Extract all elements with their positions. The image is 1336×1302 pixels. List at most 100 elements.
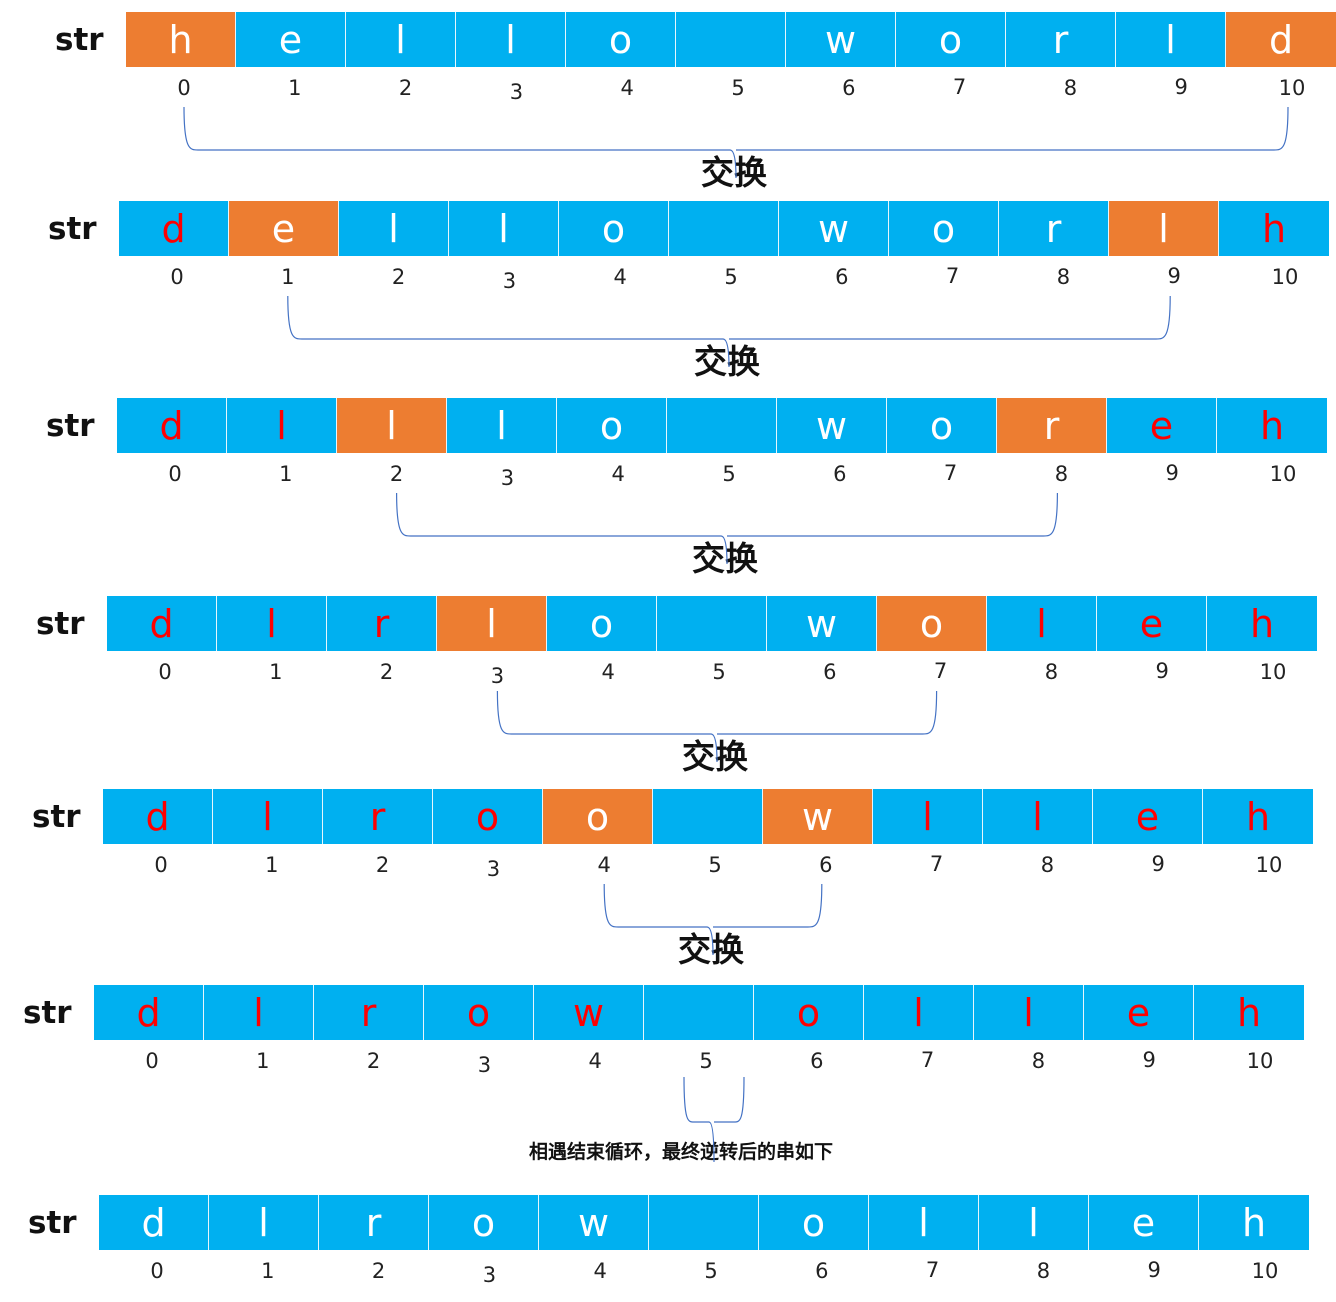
array-cell: h (1203, 789, 1313, 844)
index-label: 8 (1044, 660, 1059, 684)
array-label: str (48, 211, 97, 247)
array-cell: d (107, 596, 217, 651)
index-label: 5 (722, 462, 736, 486)
index-label: 6 (815, 1259, 829, 1283)
index-label: 9 (1155, 659, 1169, 683)
array-cell (676, 12, 786, 67)
swap-label: 交换 (701, 153, 767, 192)
array-cell: o (877, 596, 987, 651)
array-cell: l (1116, 12, 1226, 67)
index-label: 3 (477, 1053, 492, 1077)
index-label: 8 (1036, 1259, 1051, 1283)
index-label: 3 (490, 664, 505, 688)
array-cell: o (547, 596, 657, 651)
index-label: 7 (945, 264, 960, 288)
array-cell: o (557, 398, 667, 453)
index-label: 9 (1167, 264, 1181, 288)
array-cell: h (1199, 1195, 1309, 1250)
index-label: 5 (699, 1049, 713, 1073)
index-label: 0 (168, 462, 182, 486)
array-cell: w (779, 201, 889, 256)
array-cell: o (896, 12, 1006, 67)
array-cell: l (873, 789, 983, 844)
array-label: str (55, 22, 104, 58)
index-label: 7 (929, 852, 944, 876)
index-label: 4 (620, 76, 634, 100)
array-cell: l (209, 1195, 319, 1250)
array-cell: l (1109, 201, 1219, 256)
array-cell: h (1207, 596, 1317, 651)
index-label: 2 (398, 76, 413, 100)
array-label: str (28, 1205, 77, 1241)
array-cell: w (539, 1195, 649, 1250)
array-label: str (32, 799, 81, 835)
index-label: 8 (1031, 1049, 1046, 1073)
array-cell: o (889, 201, 999, 256)
index-label: 8 (1054, 462, 1069, 486)
array-label: str (46, 408, 95, 444)
index-label: 8 (1063, 76, 1078, 100)
index-label: 0 (150, 1259, 164, 1283)
index-label: 0 (154, 853, 168, 877)
array-cell: d (99, 1195, 209, 1250)
array-cell: d (103, 789, 213, 844)
array-cell: r (323, 789, 433, 844)
index-label: 10 (1255, 853, 1283, 877)
swap-label: 交换 (692, 539, 758, 578)
array-cell: o (759, 1195, 869, 1250)
array-cell: d (1226, 12, 1336, 67)
index-label: 1 (279, 462, 293, 486)
array-cell: e (1084, 985, 1194, 1040)
array-cell: l (339, 201, 449, 256)
meet-label: 相遇结束循环，最终逆转后的串如下 (529, 1141, 834, 1163)
index-label: 1 (261, 1259, 275, 1283)
array-cell: l (869, 1195, 979, 1250)
array-cell: e (236, 12, 346, 67)
array-cell: e (1089, 1195, 1199, 1250)
index-label: 10 (1278, 76, 1306, 100)
index-label: 6 (823, 660, 837, 684)
index-label: 3 (482, 1263, 497, 1287)
array-cell: o (754, 985, 864, 1040)
index-label: 6 (819, 853, 833, 877)
index-label: 4 (611, 462, 625, 486)
index-label: 4 (593, 1259, 607, 1283)
array-cell (669, 201, 779, 256)
index-label: 7 (933, 659, 948, 683)
index-label: 10 (1269, 462, 1297, 486)
index-label: 9 (1147, 1258, 1161, 1282)
index-label: 4 (597, 853, 611, 877)
array-cell: l (447, 398, 557, 453)
index-label: 5 (712, 660, 726, 684)
array-cell: d (117, 398, 227, 453)
index-label: 9 (1142, 1048, 1156, 1072)
array-cell: o (424, 985, 534, 1040)
array-cell: r (1006, 12, 1116, 67)
array-cell: l (204, 985, 314, 1040)
array-label: str (36, 606, 85, 642)
array-cell: l (437, 596, 547, 651)
array-cell: h (126, 12, 236, 67)
array-cell (644, 985, 754, 1040)
index-label: 2 (379, 660, 394, 684)
array-cell: e (229, 201, 339, 256)
index-label: 1 (256, 1049, 270, 1073)
index-label: 10 (1271, 265, 1299, 289)
array-cell: r (997, 398, 1107, 453)
index-label: 8 (1040, 853, 1055, 877)
array-cell: h (1217, 398, 1327, 453)
index-label: 2 (366, 1049, 381, 1073)
index-label: 9 (1165, 461, 1179, 485)
array-cell: r (314, 985, 424, 1040)
index-label: 9 (1174, 75, 1188, 99)
index-label: 0 (158, 660, 172, 684)
swap-label: 交换 (682, 737, 748, 776)
index-label: 7 (943, 461, 958, 485)
index-label: 5 (708, 853, 722, 877)
array-cell: o (433, 789, 543, 844)
array-cell: l (974, 985, 1084, 1040)
index-label: 7 (920, 1048, 935, 1072)
